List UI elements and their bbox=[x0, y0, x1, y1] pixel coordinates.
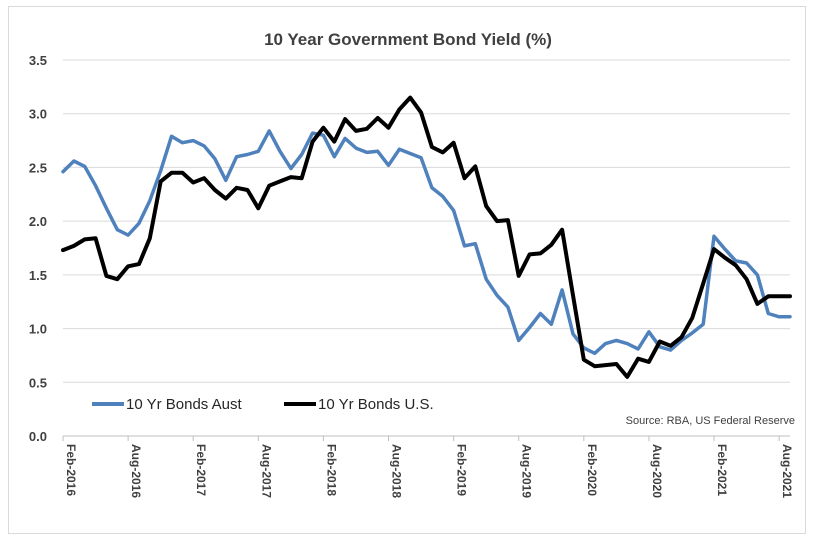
y-tick-label: 1.5 bbox=[29, 268, 47, 283]
y-tick-label: 0.5 bbox=[29, 375, 47, 390]
x-tick-label: Feb-2021 bbox=[715, 444, 729, 496]
x-tick-label: Aug-2017 bbox=[259, 444, 273, 498]
series-line-us bbox=[61, 95, 792, 379]
legend: 10 Yr Bonds Aust 10 Yr Bonds U.S. bbox=[92, 396, 434, 413]
y-tick-label: 1.0 bbox=[29, 322, 47, 337]
y-tick-label: 3.0 bbox=[29, 107, 47, 122]
y-tick-label: 3.5 bbox=[29, 53, 47, 68]
x-tick-label: Aug-2021 bbox=[780, 444, 794, 498]
source-note: Source: RBA, US Federal Reserve bbox=[626, 415, 795, 427]
y-tick-label: 2.5 bbox=[29, 160, 47, 175]
chart-frame bbox=[8, 6, 806, 534]
x-tick-label: Feb-2019 bbox=[455, 444, 469, 496]
x-axis-ticks: Feb-2016 Aug-2016 Feb-2017 Aug-2017 Feb-2018… bbox=[62, 436, 794, 498]
gridlines bbox=[63, 59, 790, 437]
x-tick-label: Aug-2020 bbox=[650, 444, 664, 498]
y-axis-ticks: 0.0 0.5 1.0 1.5 2.0 2.5 3.0 3.5 bbox=[29, 53, 47, 444]
legend-label-us: 10 Yr Bonds U.S. bbox=[318, 396, 434, 413]
legend-label-aust: 10 Yr Bonds Aust bbox=[126, 396, 242, 413]
x-tick-label: Feb-2020 bbox=[585, 444, 599, 496]
x-tick-label: Feb-2017 bbox=[194, 444, 208, 496]
x-tick-label: Aug-2018 bbox=[390, 444, 404, 498]
series-line-aust bbox=[61, 129, 792, 356]
x-tick-label: Aug-2016 bbox=[129, 444, 143, 498]
x-tick-label: Feb-2016 bbox=[64, 444, 78, 496]
x-tick-label: Aug-2019 bbox=[520, 444, 534, 498]
chart-title: 10 Year Government Bond Yield (%) bbox=[264, 30, 552, 49]
series-lines bbox=[61, 95, 792, 379]
y-tick-label: 0.0 bbox=[29, 429, 47, 444]
y-tick-label: 2.0 bbox=[29, 214, 47, 229]
x-tick-label: Feb-2018 bbox=[324, 444, 338, 496]
